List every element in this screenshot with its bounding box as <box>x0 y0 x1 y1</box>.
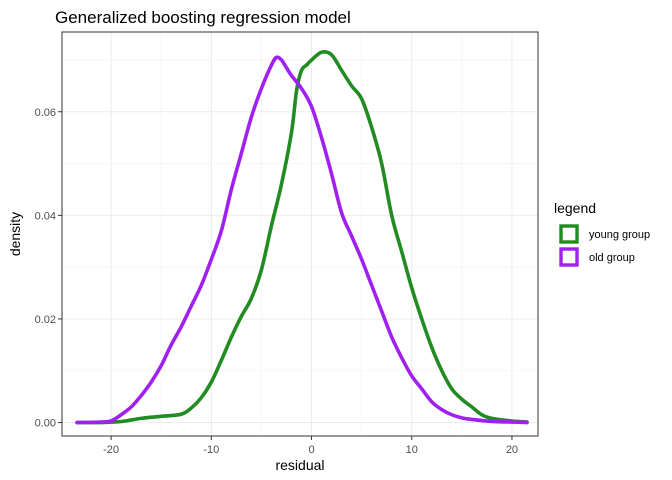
series-line-young-group <box>75 50 529 425</box>
plot-panel <box>62 32 538 436</box>
y-tick-label: 0.06 <box>35 107 56 119</box>
x-axis-title: residual <box>275 457 324 473</box>
legend-key-old-group <box>559 247 579 267</box>
series-line-old-group <box>75 55 529 425</box>
y-tick-label: 0.02 <box>35 314 56 326</box>
y-axis-title: density <box>7 212 23 256</box>
y-tick-label: 0.04 <box>35 210 56 222</box>
legend-label-young-group: young group <box>589 229 650 241</box>
grid-lines <box>62 32 538 436</box>
legend-label-old-group: old group <box>589 252 635 264</box>
y-axis-ticks: 0.00 0.02 0.04 0.06 <box>35 107 62 430</box>
x-tick-label: 10 <box>406 444 418 456</box>
x-tick-label: -10 <box>203 444 219 456</box>
x-tick-label: -20 <box>103 444 119 456</box>
plot-border <box>61 31 539 437</box>
density-curves <box>75 50 529 425</box>
y-tick-label: 0.00 <box>35 418 56 430</box>
x-tick-label: 20 <box>506 444 518 456</box>
x-tick-label: 0 <box>308 444 314 456</box>
legend-title: legend <box>554 200 596 216</box>
x-axis-ticks: -20 -10 0 10 20 <box>103 436 518 456</box>
legend: legend young group old group <box>554 200 650 267</box>
legend-items: young group old group <box>559 224 650 267</box>
legend-key-young-group <box>559 224 579 244</box>
chart-title: Generalized boosting regression model <box>55 8 351 27</box>
